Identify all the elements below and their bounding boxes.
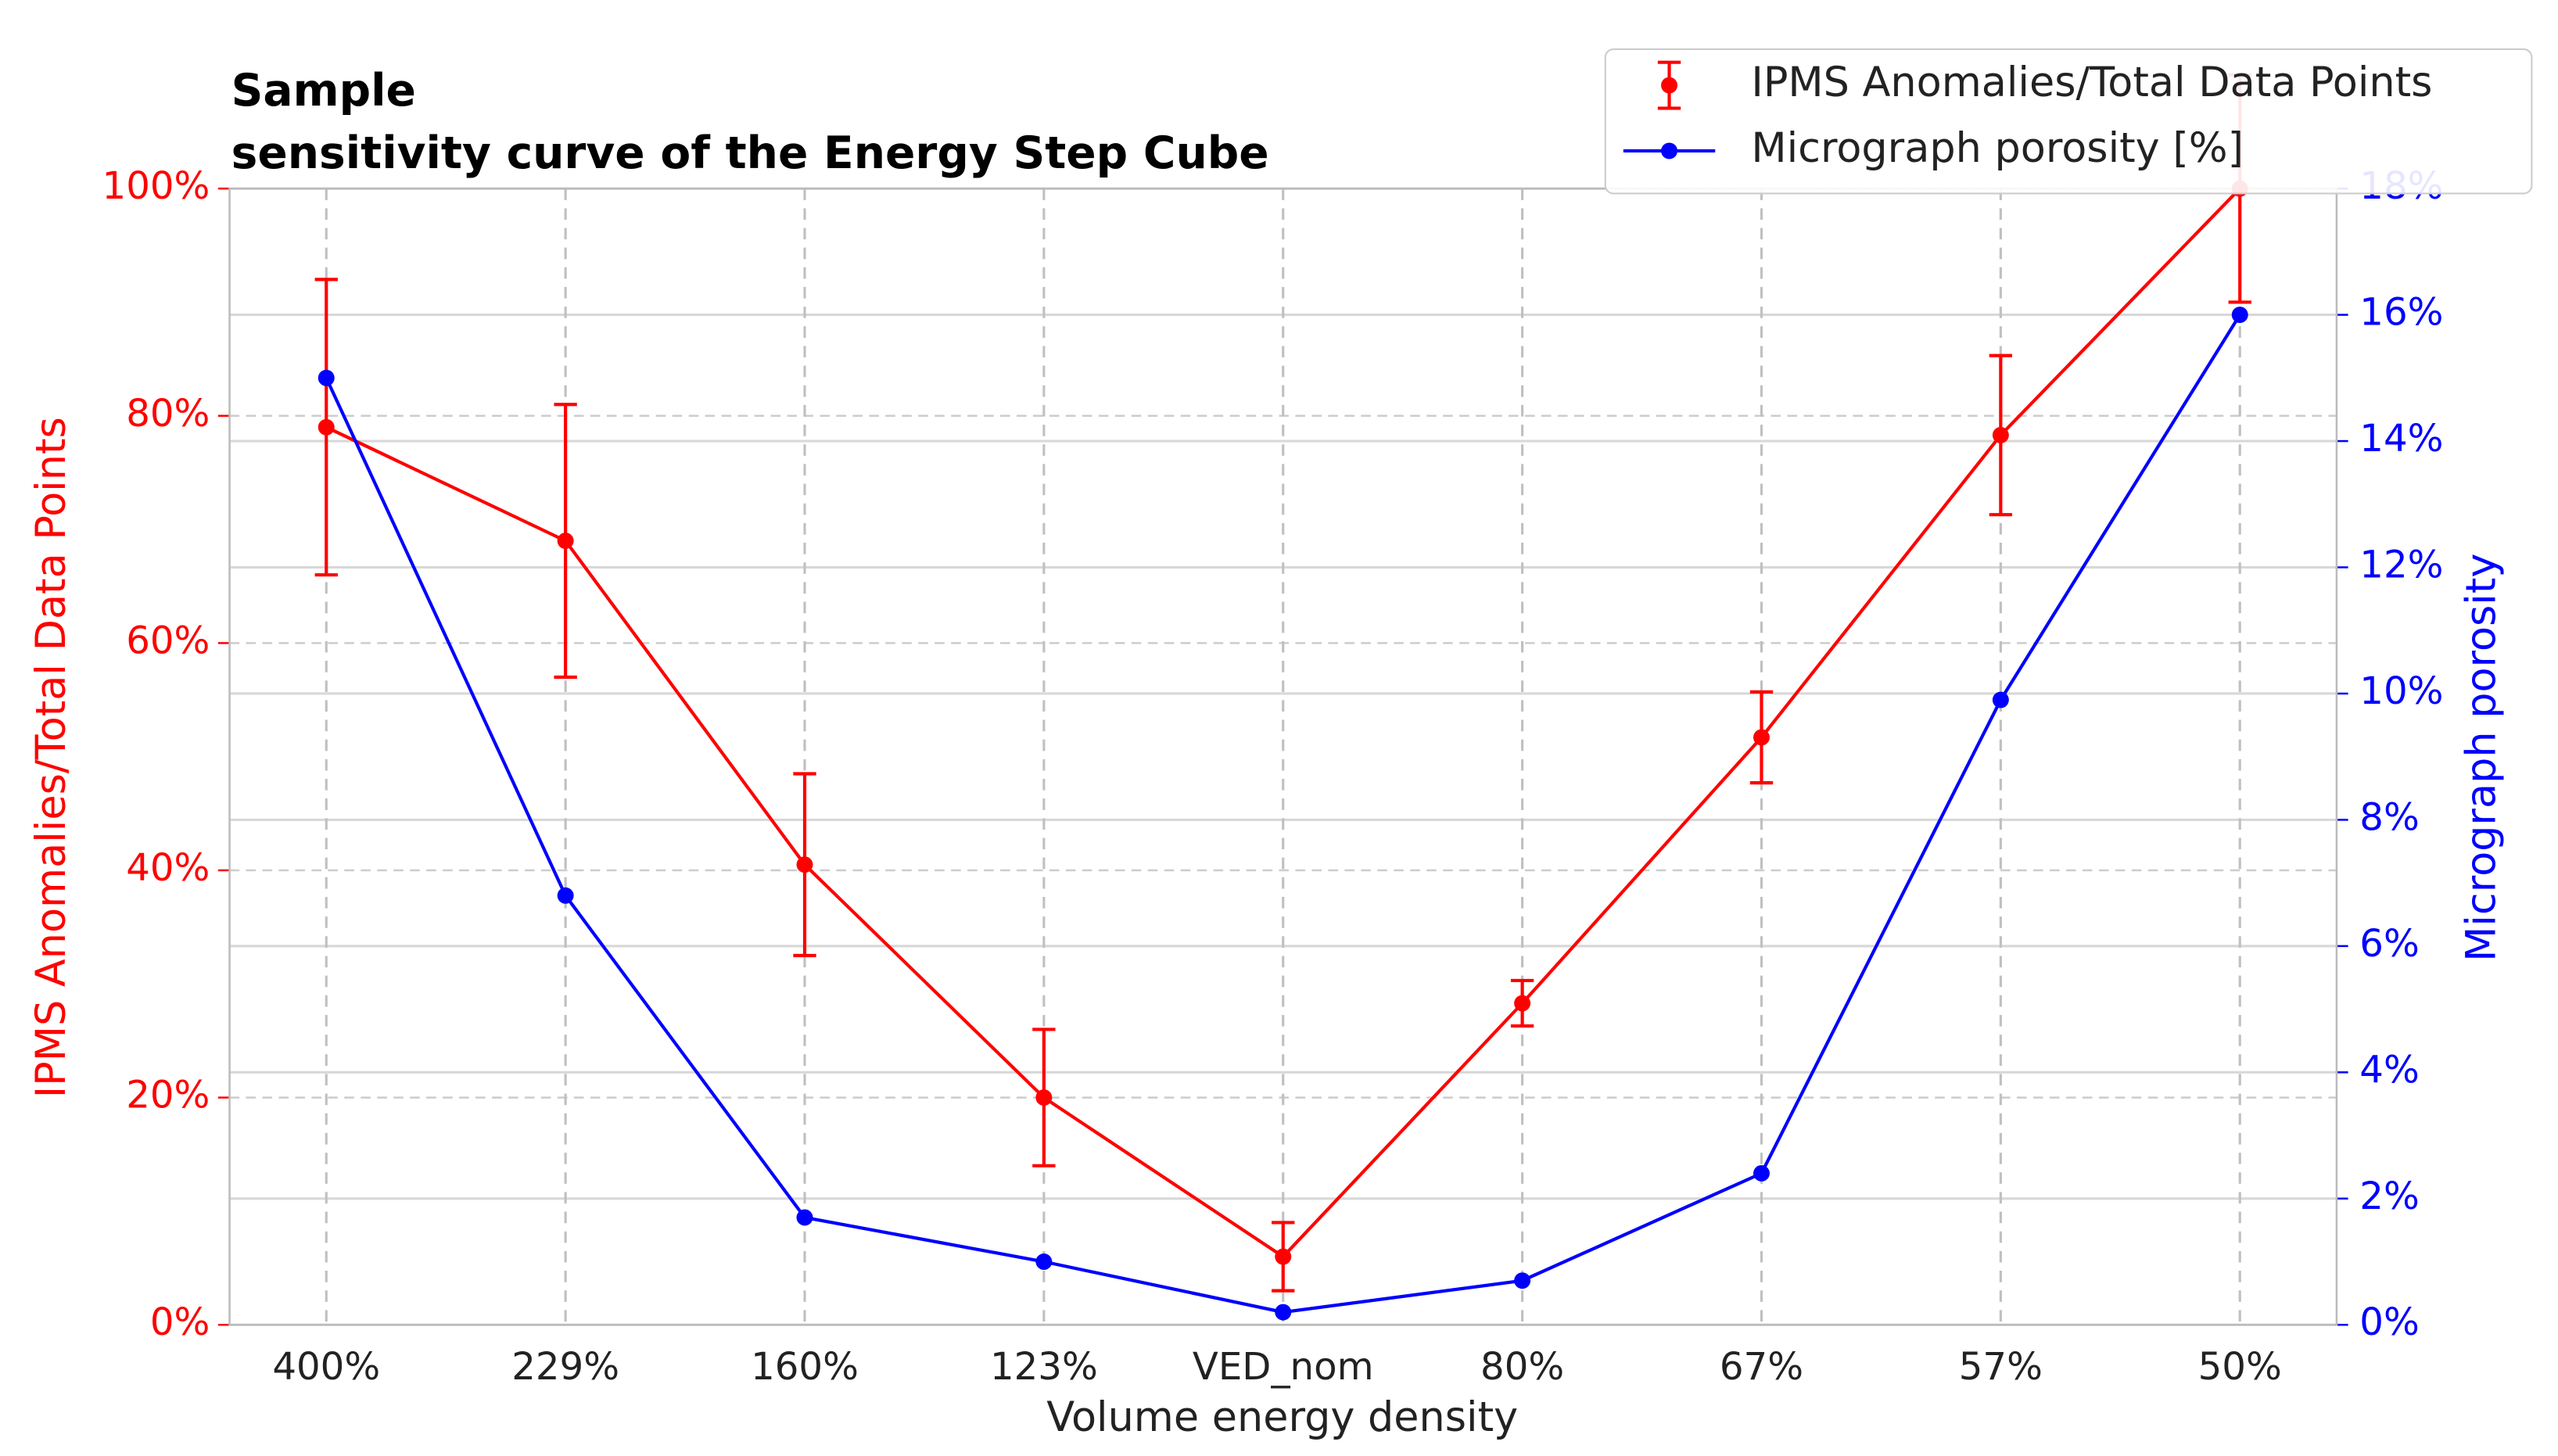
legend-swatch (1661, 142, 1678, 160)
y2-tick-label: 14% (2359, 417, 2443, 461)
y2-tick-label: 0% (2359, 1300, 2420, 1344)
x-tick-label: 67% (1720, 1345, 1803, 1389)
y2-tick-label: 2% (2359, 1174, 2420, 1218)
data-point (1035, 1089, 1053, 1106)
data-point (557, 533, 574, 550)
y-tick-label: 60% (126, 619, 210, 662)
y-axis-label: IPMS Anomalies/Total Data Points (27, 417, 75, 1098)
y-tick-label: 100% (102, 164, 210, 208)
x-axis-label: Volume energy density (1046, 1393, 1518, 1441)
data-point (1514, 1272, 1531, 1289)
x-tick-label: 160% (751, 1345, 859, 1389)
data-point (1275, 1248, 1292, 1265)
y-tick-label: 0% (150, 1300, 210, 1344)
x-tick-label: 229% (511, 1345, 619, 1389)
data-point (796, 856, 813, 873)
chart-title: Sample (231, 65, 416, 117)
data-point (1753, 729, 1770, 746)
data-point (1035, 1253, 1053, 1270)
y2-tick-label: 6% (2359, 922, 2420, 966)
legend-box (1604, 48, 2533, 195)
data-point (318, 369, 335, 386)
y-tick-label: 80% (126, 392, 210, 436)
legend-label: IPMS Anomalies/Total Data Points (1751, 59, 2432, 106)
x-tick-label: 80% (1480, 1345, 1564, 1389)
data-point (2231, 307, 2248, 324)
plot-frame (228, 187, 2338, 1326)
x-tick-label: VED_nom (1193, 1345, 1374, 1389)
data-point (1753, 1165, 1770, 1182)
data-point (557, 887, 574, 904)
x-tick-label: 57% (1959, 1345, 2043, 1389)
y2-tick-label: 16% (2359, 291, 2443, 335)
data-point (1514, 995, 1531, 1012)
chart-title: sensitivity curve of the Energy Step Cub… (231, 127, 1269, 179)
legend: IPMS Anomalies/Total Data Points Microgra… (1604, 48, 2533, 195)
y-tick-label: 40% (126, 846, 210, 890)
data-point (318, 418, 335, 436)
x-tick-label: 400% (272, 1345, 380, 1389)
x-tick-label: 123% (990, 1345, 1098, 1389)
x-tick-label: 50% (2198, 1345, 2282, 1389)
y2-tick-label: 12% (2359, 543, 2443, 587)
data-point (1992, 426, 2009, 443)
y2-tick-label: 10% (2359, 669, 2443, 713)
y2-tick-label: 4% (2359, 1048, 2420, 1092)
y2-axis-label: Micrograph porosity (2458, 554, 2506, 962)
data-point (1275, 1304, 1292, 1321)
y2-tick-label: 8% (2359, 795, 2420, 839)
legend-swatch (1661, 77, 1678, 94)
y-tick-label: 20% (126, 1074, 210, 1117)
data-point (796, 1209, 813, 1226)
legend-label: Micrograph porosity [%] (1751, 124, 2244, 172)
data-point (1992, 691, 2009, 708)
